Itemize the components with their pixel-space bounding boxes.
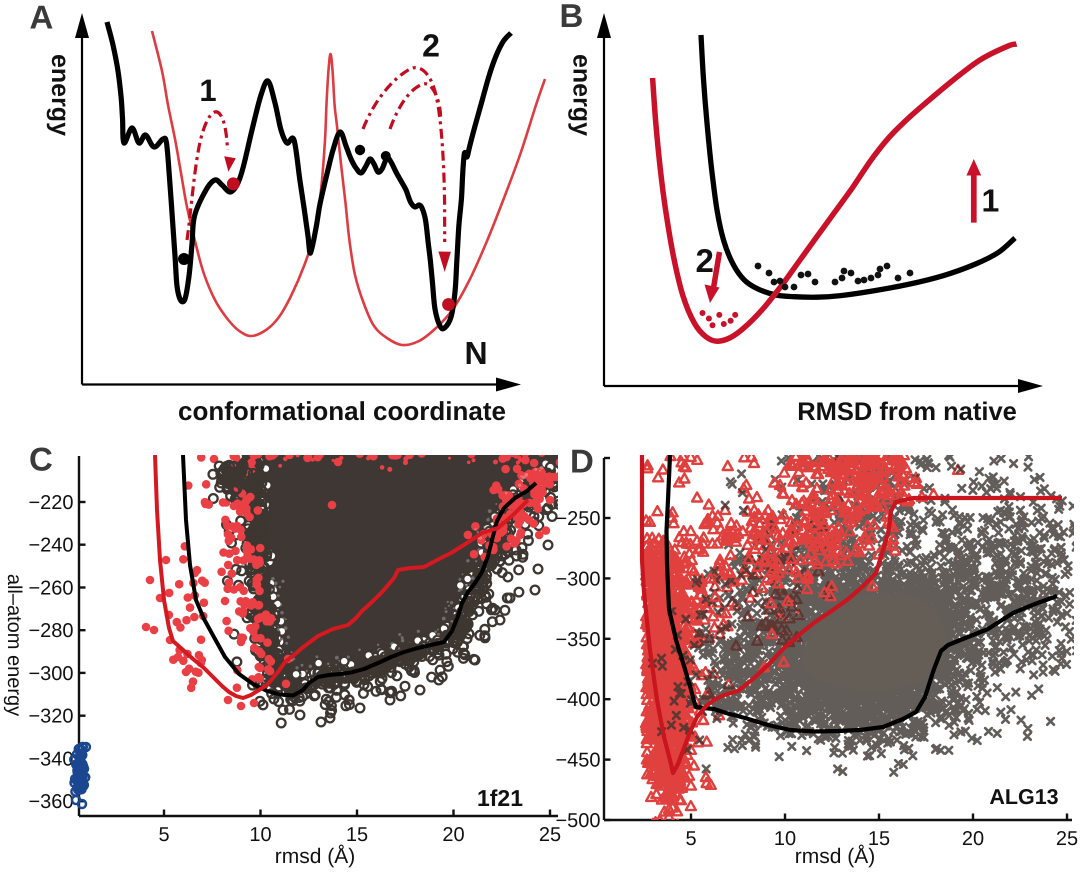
svg-text:−400: −400 (555, 689, 600, 711)
svg-text:−340: −340 (28, 748, 73, 770)
svg-text:25: 25 (539, 824, 561, 846)
svg-text:−220: −220 (28, 492, 73, 514)
svg-text:rmsd (Å): rmsd (Å) (275, 844, 356, 868)
svg-text:2: 2 (696, 242, 714, 279)
svg-text:20: 20 (442, 824, 464, 846)
svg-text:−350: −350 (555, 629, 600, 651)
svg-text:5: 5 (158, 824, 169, 846)
svg-text:energy: energy (46, 54, 74, 136)
svg-text:−320: −320 (28, 706, 73, 728)
svg-text:energy: energy (568, 54, 596, 136)
svg-text:25: 25 (1056, 828, 1078, 850)
svg-text:−300: −300 (28, 663, 73, 685)
svg-text:C: C (29, 441, 53, 478)
svg-text:−240: −240 (28, 535, 73, 557)
svg-text:−500: −500 (555, 810, 600, 832)
svg-text:rmsd (Å): rmsd (Å) (795, 844, 876, 868)
svg-text:5: 5 (685, 828, 696, 850)
svg-text:A: A (30, 0, 54, 36)
svg-text:ALG13: ALG13 (989, 785, 1058, 809)
svg-text:−250: −250 (555, 508, 600, 530)
svg-text:1f21: 1f21 (477, 785, 523, 811)
svg-text:all–atom energy: all–atom energy (3, 574, 25, 716)
svg-text:10: 10 (774, 828, 796, 850)
svg-text:conformational coordinate: conformational coordinate (178, 396, 506, 426)
svg-text:15: 15 (346, 824, 368, 846)
svg-text:2: 2 (422, 28, 440, 64)
svg-text:−360: −360 (28, 791, 73, 813)
svg-text:B: B (560, 0, 584, 34)
svg-text:20: 20 (962, 828, 984, 850)
svg-text:−300: −300 (555, 568, 600, 590)
svg-text:−450: −450 (555, 750, 600, 772)
svg-text:N: N (464, 335, 487, 371)
svg-text:RMSD from native: RMSD from native (797, 398, 1017, 426)
svg-text:15: 15 (868, 828, 890, 850)
svg-text:1: 1 (982, 183, 1000, 219)
svg-text:−280: −280 (28, 620, 73, 642)
svg-text:D: D (570, 443, 594, 480)
svg-text:1: 1 (199, 73, 216, 108)
svg-text:−260: −260 (28, 578, 73, 600)
svg-text:10: 10 (249, 824, 271, 846)
